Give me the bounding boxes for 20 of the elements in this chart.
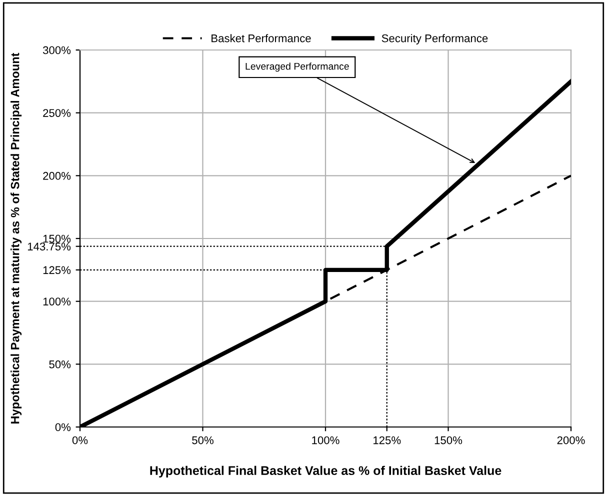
- y-tick-label: 50%: [49, 360, 71, 368]
- annotation: Leveraged Performance: [246, 62, 349, 72]
- x-tick-label: 200%: [557, 436, 585, 444]
- x-tick-label: 150%: [434, 436, 462, 444]
- x-tick-label: 50%: [192, 436, 214, 444]
- y-axis-title: Hypothetical Payment at maturity as % of Stated Principal Amount: [10, 52, 22, 424]
- legend-label: Security Performance: [382, 34, 488, 44]
- y-tick-label: 200%: [43, 172, 71, 180]
- y-tick-label: 250%: [43, 109, 71, 117]
- x-tick-label: 100%: [312, 436, 340, 444]
- y-tick-label: 143.75%: [28, 242, 71, 250]
- y-tick-label: 300%: [42, 46, 71, 54]
- legend-label: Basket Performance: [212, 34, 311, 42]
- x-tick-label: 0%: [72, 436, 88, 444]
- y-tick-label: 0%: [55, 423, 71, 432]
- x-axis-title: Hypothetical Final Basket Value as % of Initial Basket Value: [150, 466, 502, 478]
- y-tick-label: 150%: [43, 234, 71, 243]
- x-tick-label: 125%: [374, 436, 401, 444]
- y-tick-label: 125%: [43, 266, 71, 274]
- y-tick-label: 100%: [43, 298, 71, 306]
